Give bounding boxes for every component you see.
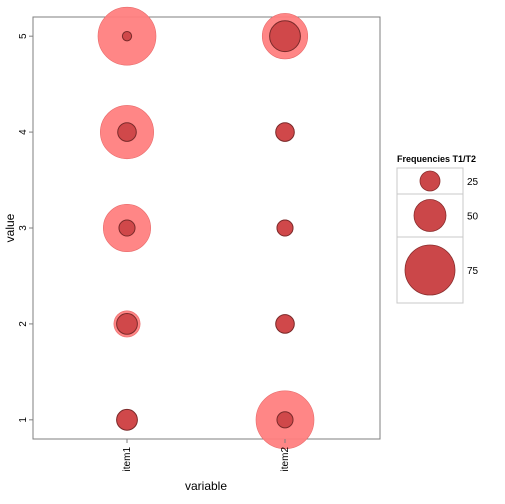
- bubble-layer: [97, 6, 315, 450]
- x-axis: item1 item2: [122, 439, 291, 471]
- x-tick-label-item1: item1: [122, 447, 133, 472]
- y-tick-label-2: 2: [18, 321, 29, 327]
- inner-bubble-item2-3: [276, 219, 294, 237]
- x-tick-label-item2: item2: [280, 447, 291, 472]
- y-axis: 1 2 3 4 5: [18, 33, 33, 423]
- inner-bubble-item1-5: [121, 31, 133, 42]
- legend-key-label-50: 50: [467, 212, 479, 223]
- size-legend: Frequencies T1/T2 25 50 75: [396, 154, 479, 304]
- legend-key-bubble-25: [419, 170, 441, 192]
- legend-key-label-75: 75: [467, 266, 479, 277]
- inner-bubble-item1-3: [118, 219, 136, 237]
- legend-key-label-25: 25: [467, 177, 479, 188]
- y-tick-label-3: 3: [18, 225, 29, 231]
- y-tick-label-1: 1: [18, 417, 29, 423]
- inner-bubble-item2-4: [275, 122, 295, 142]
- inner-bubble-item2-1: [276, 411, 294, 429]
- x-axis-label: variable: [185, 479, 227, 493]
- inner-bubble-item1-1: [116, 408, 138, 431]
- legend-key-bubble-75: [404, 244, 456, 296]
- inner-bubble-item1-4: [117, 122, 137, 142]
- legend-key-bubble-50: [413, 199, 447, 232]
- y-tick-label-4: 4: [18, 129, 29, 135]
- y-tick-label-5: 5: [18, 33, 29, 39]
- inner-bubble-item2-2: [275, 314, 295, 334]
- plot-panel: [32, 16, 381, 440]
- inner-bubble-item1-2: [116, 313, 138, 335]
- y-axis-label: value: [3, 213, 17, 242]
- inner-bubble-item2-5: [269, 20, 301, 53]
- legend-title: Frequencies T1/T2: [397, 154, 476, 164]
